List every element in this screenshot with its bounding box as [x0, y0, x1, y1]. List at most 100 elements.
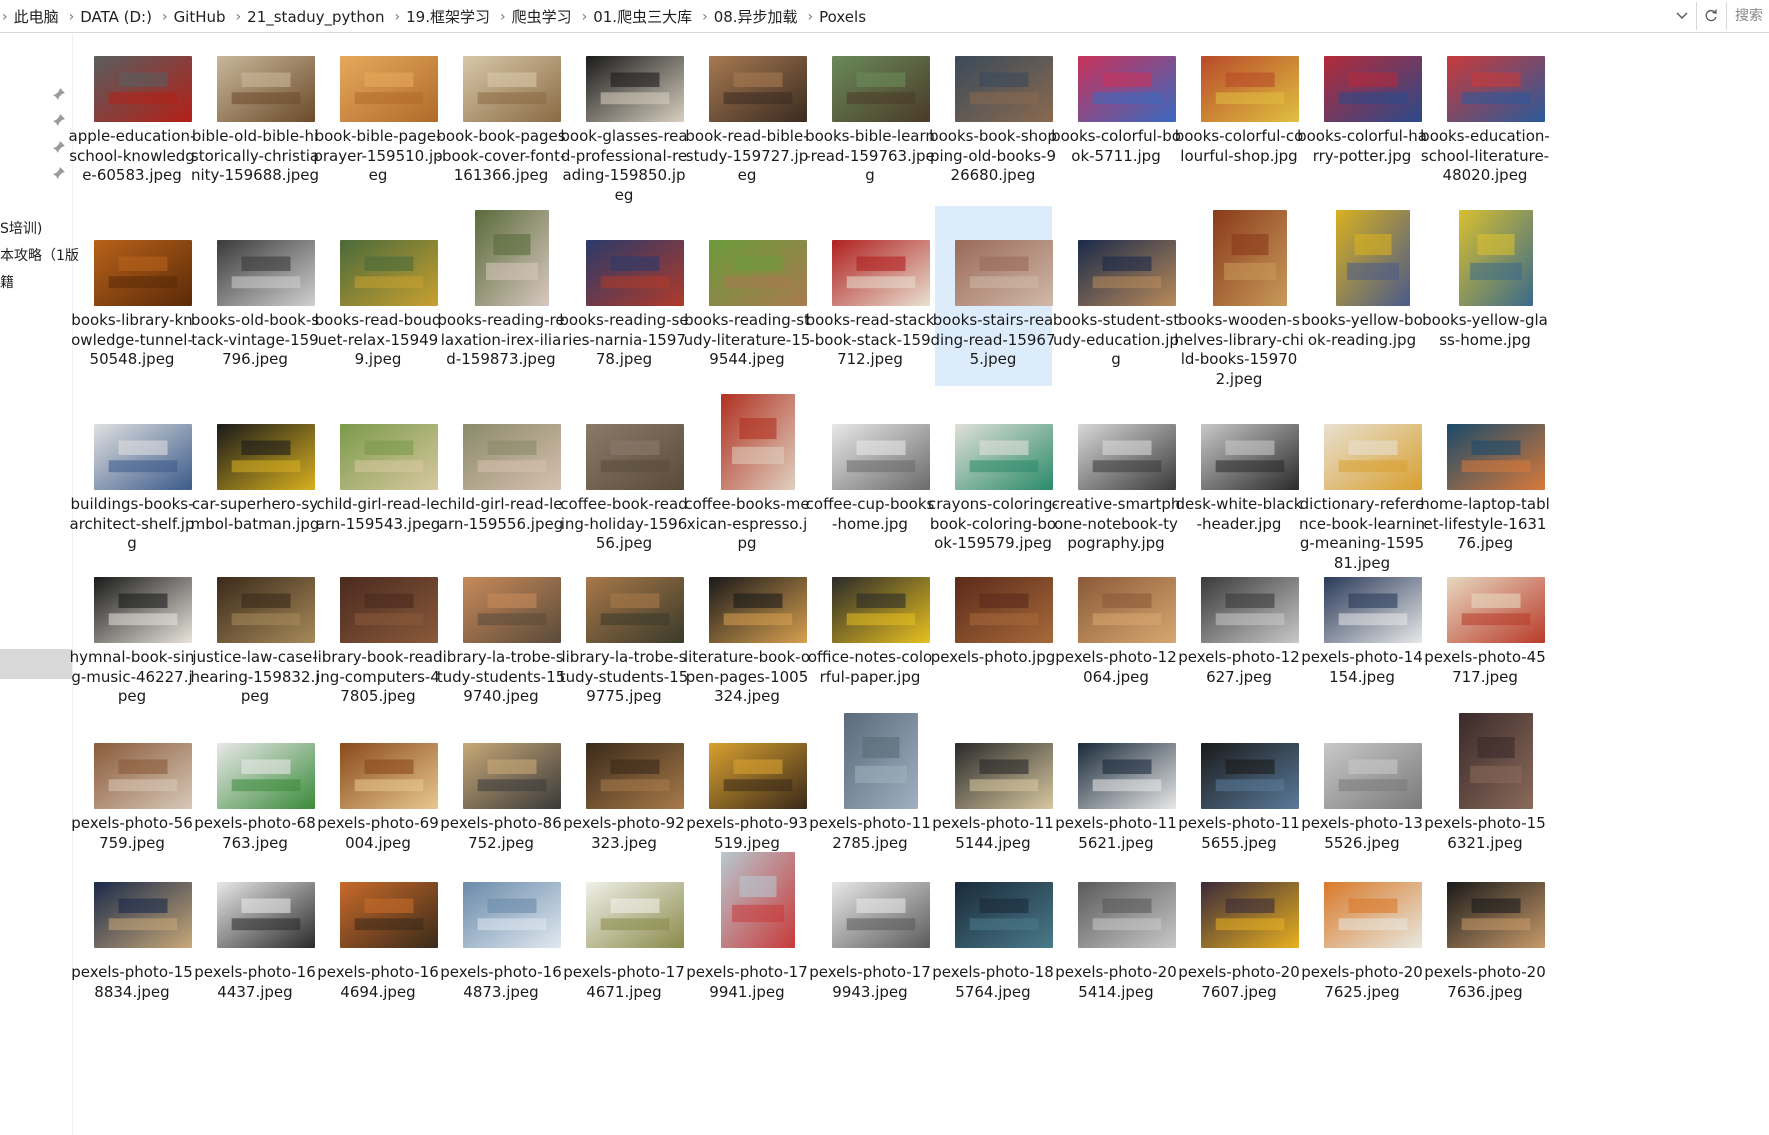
file-item[interactable]: library-la-trobe-study-students-159740.j…: [437, 543, 565, 705]
file-item[interactable]: books-old-book-stack-vintage-159796.jpeg: [191, 206, 319, 386]
file-item[interactable]: literature-book-open-pages-1005324.jpeg: [684, 543, 810, 705]
file-item[interactable]: pexels-photo-92323.jpeg: [563, 709, 685, 859]
file-item[interactable]: pexels-photo-164694.jpeg: [317, 859, 439, 1001]
file-item[interactable]: pexels-photo-45717.jpeg: [1424, 543, 1546, 693]
breadcrumb-segment[interactable]: 19.框架学习: [406, 8, 490, 26]
file-item[interactable]: pexels-photo-158834.jpeg: [71, 859, 193, 1001]
file-item[interactable]: home-laptop-tablet-lifestyle-163176.jpeg: [1420, 390, 1550, 560]
file-item[interactable]: car-superhero-symbol-batman.jpg: [191, 390, 319, 560]
file-item[interactable]: pexels-photo-115655.jpeg: [1178, 709, 1300, 859]
file-item[interactable]: pexels-photo-164873.jpeg: [440, 859, 562, 1001]
file-item[interactable]: pexels-photo-12064.jpeg: [1055, 543, 1177, 693]
file-item[interactable]: books-read-stack-book-stack-159712.jpeg: [806, 206, 934, 386]
chevron-down-icon[interactable]: [1670, 4, 1694, 28]
chevron-right-icon[interactable]: ›: [2, 8, 8, 25]
breadcrumb-segment[interactable]: Poxels: [819, 7, 867, 26]
chevron-right-icon[interactable]: ›: [235, 8, 242, 25]
file-item[interactable]: book-read-bible-study-159727.jpeg: [685, 38, 809, 198]
chevron-right-icon[interactable]: ›: [68, 8, 75, 25]
file-item[interactable]: pexels-photo-115144.jpeg: [932, 709, 1054, 859]
search-input[interactable]: 搜索: [1726, 2, 1769, 30]
file-item[interactable]: pexels-photo-56759.jpeg: [71, 709, 193, 859]
file-item[interactable]: pexels-photo-179943.jpeg: [809, 859, 931, 1001]
file-item[interactable]: creative-smartphone-notebook-typography.…: [1052, 390, 1180, 560]
file-item[interactable]: dictionary-reference-book-learning-meani…: [1299, 390, 1425, 572]
file-item[interactable]: pexels-photo-207607.jpeg: [1178, 859, 1300, 1001]
file-item[interactable]: books-yellow-book-reading.jpg: [1301, 206, 1423, 386]
file-item[interactable]: books-colorful-colourful-shop.jpg: [1175, 38, 1303, 198]
file-item[interactable]: hymnal-book-sing-music-46227.jpeg: [70, 543, 194, 705]
file-item[interactable]: pexels-photo-115621.jpeg: [1055, 709, 1177, 859]
file-item[interactable]: pexels-photo-112785.jpeg: [809, 709, 931, 859]
breadcrumb-segment[interactable]: DATA (D:): [80, 7, 152, 26]
file-item[interactable]: books-bible-learn-read-159763.jpeg: [805, 38, 935, 198]
chevron-right-icon[interactable]: ›: [161, 8, 168, 25]
file-item[interactable]: books-student-study-education.jpg: [1053, 206, 1179, 386]
chevron-right-icon[interactable]: ›: [702, 8, 708, 25]
file-item[interactable]: crayons-coloring-book-coloring-book-1595…: [928, 390, 1058, 560]
breadcrumb-segment[interactable]: 21_staduy_python: [247, 7, 385, 26]
file-item[interactable]: books-library-knowledge-tunnel-50548.jpe…: [71, 206, 193, 386]
file-item[interactable]: pexels-photo-14154.jpeg: [1301, 543, 1423, 693]
file-item[interactable]: library-book-reading-computers-47805.jpe…: [313, 543, 443, 705]
file-item[interactable]: books-colorful-book-5711.jpg: [1051, 38, 1181, 198]
file-item[interactable]: coffee-cup-books-home.jpg: [806, 390, 934, 560]
file-item[interactable]: books-reading-relaxation-irex-iliad-1598…: [437, 206, 565, 386]
file-item[interactable]: apple-education-school-knowledge-60583.j…: [69, 38, 195, 198]
breadcrumb-segment[interactable]: GitHub: [173, 7, 226, 26]
file-item[interactable]: books-stairs-reading-read-159675.jpeg: [930, 206, 1056, 386]
address-bar[interactable]: › 此电脑 › DATA (D:) › GitHub › 21_staduy_python › 1…: [0, 0, 1769, 33]
chevron-right-icon[interactable]: ›: [499, 8, 506, 25]
file-item[interactable]: pexels-photo-179941.jpeg: [686, 852, 808, 1001]
file-item[interactable]: pexels-photo-156321.jpeg: [1424, 709, 1546, 859]
file-item[interactable]: coffee-book-reading-holiday-159656.jpeg: [560, 390, 688, 560]
file-item[interactable]: book-bible-page-prayer-159510.jpeg: [313, 38, 443, 198]
file-item[interactable]: child-girl-read-learn-159556.jpeg: [439, 390, 563, 560]
breadcrumb-segment[interactable]: 01.爬虫三大库: [593, 8, 693, 26]
file-item[interactable]: pexels-photo-68763.jpeg: [194, 709, 316, 859]
file-item[interactable]: pexels-photo-185764.jpeg: [932, 859, 1054, 1001]
file-item[interactable]: justice-law-case-hearing-159832.jpeg: [191, 543, 319, 705]
file-item[interactable]: pexels-photo.jpg: [931, 543, 1055, 693]
chevron-right-icon[interactable]: ›: [394, 8, 401, 25]
file-item[interactable]: books-read-bouquet-relax-159499.jpeg: [315, 206, 441, 386]
file-item[interactable]: child-girl-read-learn-159543.jpeg: [316, 390, 440, 560]
breadcrumb-segment[interactable]: 此电脑: [13, 8, 59, 26]
file-item[interactable]: buildings-books-architect-shelf.jpg: [70, 390, 194, 560]
file-item[interactable]: books-colorful-harry-potter.jpg: [1297, 38, 1427, 198]
chevron-right-icon[interactable]: ›: [581, 8, 588, 25]
file-item[interactable]: bible-old-bible-historically-christianit…: [191, 38, 319, 198]
file-item[interactable]: desk-white-black-header.jpg: [1176, 390, 1302, 560]
file-item[interactable]: coffee-books-mexican-espresso.jpg: [684, 390, 810, 560]
file-item[interactable]: pexels-photo-135526.jpeg: [1301, 709, 1423, 859]
file-item[interactable]: book-book-pages-book-cover-font-161366.j…: [436, 38, 566, 198]
file-item[interactable]: office-notes-colorful-paper.jpg: [808, 543, 932, 693]
file-item[interactable]: books-education-school-literature-48020.…: [1420, 38, 1550, 198]
file-item[interactable]: pexels-photo-86752.jpeg: [440, 709, 562, 859]
file-item[interactable]: books-reading-series-narnia-159778.jpeg: [559, 206, 689, 386]
file-item[interactable]: books-book-shopping-old-books-926680.jpe…: [929, 38, 1057, 198]
file-item[interactable]: pexels-photo-207625.jpeg: [1301, 859, 1423, 1001]
nav-item[interactable]: 本攻略（1版: [0, 248, 79, 264]
file-thumbnail: [709, 743, 807, 809]
file-item[interactable]: pexels-photo-174671.jpeg: [563, 859, 685, 1001]
nav-item-selected[interactable]: [0, 649, 72, 679]
file-item[interactable]: pexels-photo-207636.jpeg: [1424, 859, 1546, 1001]
file-item[interactable]: pexels-photo-69004.jpeg: [317, 709, 439, 859]
file-item[interactable]: pexels-photo-93519.jpeg: [686, 709, 808, 859]
file-item[interactable]: library-la-trobe-study-students-159775.j…: [560, 543, 688, 705]
breadcrumb-segment[interactable]: 08.异步加载: [713, 8, 798, 26]
breadcrumb-segment[interactable]: 爬虫学习: [511, 8, 572, 26]
breadcrumb[interactable]: › 此电脑 › DATA (D:) › GitHub › 21_staduy_python › 1…: [0, 0, 874, 33]
file-item[interactable]: pexels-photo-12627.jpeg: [1178, 543, 1300, 693]
nav-item[interactable]: S培训): [0, 221, 43, 237]
refresh-icon[interactable]: [1696, 2, 1725, 30]
file-item[interactable]: pexels-photo-164437.jpeg: [194, 859, 316, 1001]
file-item[interactable]: pexels-photo-205414.jpeg: [1055, 859, 1177, 1001]
file-item[interactable]: books-yellow-glass-home.jpg: [1422, 206, 1548, 386]
file-item[interactable]: books-reading-study-literature-159544.jp…: [684, 206, 810, 386]
chevron-right-icon[interactable]: ›: [807, 8, 814, 25]
file-item[interactable]: books-wooden-shelves-library-child-books…: [1174, 206, 1304, 388]
nav-item[interactable]: 籍: [0, 275, 14, 291]
file-item[interactable]: book-glasses-read-professional-reading-1…: [560, 38, 688, 204]
